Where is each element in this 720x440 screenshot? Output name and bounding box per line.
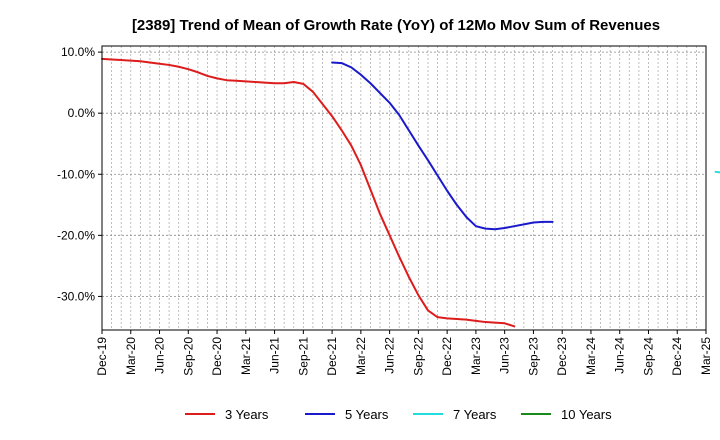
x-tick-label: Jun-21 — [268, 337, 282, 374]
y-tick-label: 10.0% — [61, 45, 95, 59]
x-tick-label: Dec-23 — [555, 337, 569, 376]
y-axis-ticks: 10.0% 0.0% -10.0% -20.0% -30.0% — [57, 45, 102, 303]
x-tick-label: Mar-25 — [699, 337, 713, 375]
x-tick-label: Mar-23 — [469, 337, 483, 375]
series-line-5-years — [331, 61, 554, 231]
legend-label: 10 Years — [561, 407, 612, 422]
y-tick-label: -10.0% — [57, 167, 95, 181]
legend-label: 3 Years — [225, 407, 269, 422]
y-tick-label: -20.0% — [57, 228, 95, 242]
x-tick-label: Dec-22 — [440, 337, 454, 376]
y-tick-label: 0.0% — [68, 106, 96, 120]
plot-frame — [101, 45, 707, 331]
plot-area — [102, 46, 706, 330]
y-tick-label: -30.0% — [57, 289, 95, 303]
series-layer — [101, 57, 720, 328]
x-tick-label: Sep-20 — [181, 337, 195, 376]
x-tick-label: Sep-22 — [411, 337, 425, 376]
x-tick-label: Dec-19 — [95, 337, 109, 376]
x-tick-label: Jun-20 — [153, 337, 167, 374]
x-tick-label: Dec-21 — [325, 337, 339, 376]
series-line-7-years — [714, 170, 720, 174]
x-tick-label: Dec-24 — [670, 337, 684, 376]
legend-label: 7 Years — [453, 407, 497, 422]
x-tick-label: Mar-20 — [124, 337, 138, 375]
legend-label: 5 Years — [345, 407, 389, 422]
grid-layer — [102, 46, 706, 330]
x-tick-label: Jun-22 — [383, 337, 397, 374]
legend: 3 Years 5 Years 7 Years 10 Years — [185, 407, 612, 422]
chart-title: [2389] Trend of Mean of Growth Rate (YoY… — [132, 17, 660, 34]
x-tick-label: Jun-24 — [613, 337, 627, 374]
x-tick-label: Mar-21 — [239, 337, 253, 375]
x-tick-label: Sep-24 — [641, 337, 655, 376]
x-tick-label: Mar-22 — [354, 337, 368, 375]
x-tick-label: Sep-21 — [296, 337, 310, 376]
x-tick-label: Jun-23 — [498, 337, 512, 374]
x-axis-ticks: Dec-19 Mar-20 Jun-20 Sep-20 Dec-20 Mar-21 Jun-… — [95, 330, 713, 376]
series-line-3-years — [101, 57, 516, 328]
x-tick-label: Sep-23 — [526, 337, 540, 376]
x-tick-label: Dec-20 — [210, 337, 224, 376]
x-tick-label: Mar-24 — [584, 337, 598, 375]
